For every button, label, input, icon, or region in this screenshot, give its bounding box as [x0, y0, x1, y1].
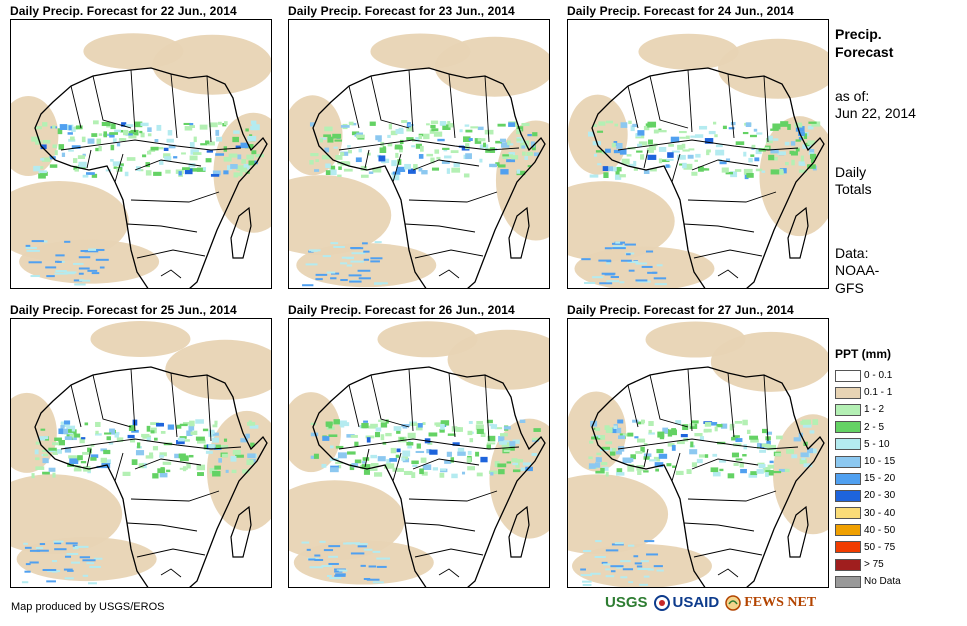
- logos: USGS USAID FEWS NET: [605, 594, 822, 611]
- legend-swatch: [835, 575, 861, 588]
- legend-item: 10 - 15: [835, 453, 901, 470]
- legend-swatch: [835, 489, 861, 502]
- precip-map: [10, 19, 272, 289]
- fews-net-logo: FEWS NET: [725, 595, 816, 611]
- legend-item: 15 - 20: [835, 470, 901, 487]
- heading-line-1: Precip.: [835, 26, 882, 42]
- legend-item: No Data: [835, 573, 901, 590]
- legend-label: 50 - 75: [864, 541, 896, 553]
- legend-swatch: [835, 472, 861, 485]
- panel-title: Daily Precip. Forecast for 26 Jun., 2014: [288, 303, 515, 317]
- legend-label: 10 - 15: [864, 456, 896, 468]
- africa-map-svg: [568, 33, 828, 288]
- legend-swatch: [835, 403, 861, 416]
- legend-label: 40 - 50: [864, 524, 896, 536]
- usgs-logo: USGS: [605, 594, 648, 611]
- precip-map: [288, 318, 550, 588]
- legend-label: No Data: [864, 576, 901, 588]
- data-line-2: NOAA-: [835, 262, 880, 278]
- africa-map-svg: [289, 33, 549, 288]
- totals-line-1: Daily: [835, 164, 867, 180]
- legend-swatch: [835, 438, 861, 451]
- panel-title: Daily Precip. Forecast for 23 Jun., 2014: [288, 4, 515, 18]
- legend-label: 0.1 - 1: [864, 387, 893, 399]
- legend-swatch: [835, 369, 861, 382]
- precip-map: [10, 318, 272, 588]
- usaid-logo: USAID: [653, 594, 719, 611]
- legend-swatch: [835, 455, 861, 468]
- legend-label: 15 - 20: [864, 473, 896, 485]
- legend-label: 5 - 10: [864, 438, 890, 450]
- africa-map-svg: [11, 33, 271, 288]
- precip-map: [288, 19, 550, 289]
- panel-title: Daily Precip. Forecast for 24 Jun., 2014: [567, 4, 794, 18]
- legend-label: 1 - 2: [864, 404, 885, 416]
- asof-label: as of:: [835, 88, 870, 104]
- totals-line-2: Totals: [835, 181, 872, 197]
- legend-item: 0 - 0.1: [835, 367, 901, 384]
- legend-item: 0.1 - 1: [835, 384, 901, 401]
- legend-item: 20 - 30: [835, 487, 901, 504]
- precip-map: [567, 318, 829, 588]
- legend-item: 5 - 10: [835, 436, 901, 453]
- panel-title: Daily Precip. Forecast for 25 Jun., 2014: [10, 303, 237, 317]
- precip-map: [567, 19, 829, 289]
- legend: 0 - 0.1 0.1 - 1 1 - 2 2 - 5 5 - 10 10 - 15 15 …: [835, 367, 901, 590]
- legend-swatch: [835, 524, 861, 537]
- legend-title: PPT (mm): [835, 347, 892, 361]
- legend-swatch: [835, 386, 861, 399]
- legend-swatch: [835, 541, 861, 554]
- africa-map-svg: [568, 321, 828, 587]
- credit-text: Map produced by USGS/EROS: [11, 601, 165, 613]
- africa-map-svg: [11, 321, 271, 587]
- legend-item: 50 - 75: [835, 539, 901, 556]
- legend-swatch: [835, 507, 861, 520]
- data-line-3: GFS: [835, 280, 864, 296]
- panel-title: Daily Precip. Forecast for 22 Jun., 2014: [10, 4, 237, 18]
- legend-item: 1 - 2: [835, 401, 901, 418]
- asof-date: Jun 22, 2014: [835, 105, 916, 121]
- legend-label: 30 - 40: [864, 507, 896, 519]
- legend-swatch: [835, 558, 861, 571]
- legend-item: 2 - 5: [835, 419, 901, 436]
- legend-label: 20 - 30: [864, 490, 896, 502]
- legend-label: > 75: [864, 559, 884, 571]
- heading-line-2: Forecast: [835, 44, 894, 60]
- legend-item: 40 - 50: [835, 522, 901, 539]
- legend-item: 30 - 40: [835, 505, 901, 522]
- data-line-1: Data:: [835, 245, 869, 261]
- legend-swatch: [835, 421, 861, 434]
- legend-label: 0 - 0.1: [864, 370, 893, 382]
- africa-map-svg: [289, 321, 549, 587]
- legend-label: 2 - 5: [864, 421, 885, 433]
- panel-title: Daily Precip. Forecast for 27 Jun., 2014: [567, 303, 794, 317]
- legend-item: > 75: [835, 556, 901, 573]
